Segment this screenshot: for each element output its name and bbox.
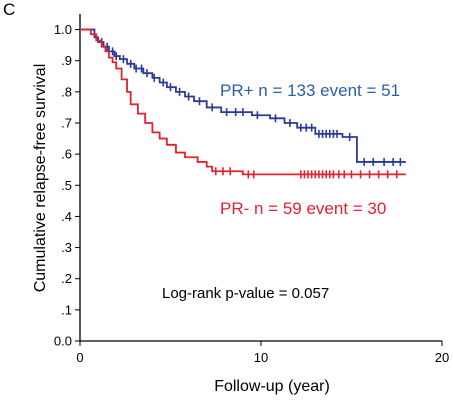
panel-label: C xyxy=(3,0,15,19)
y-tick-label: .7 xyxy=(61,116,72,131)
annotation-pr-positive: PR+ n = 133 event = 51 xyxy=(220,81,400,100)
x-tick-label: 20 xyxy=(435,350,449,365)
y-tick-label: .2 xyxy=(61,271,72,286)
y-tick-label: .6 xyxy=(61,147,72,162)
annotation-pr-negative: PR- n = 59 event = 30 xyxy=(220,199,386,218)
y-tick-label: .9 xyxy=(61,53,72,68)
y-tick-label: .4 xyxy=(61,209,72,224)
y-axis-ticks: 0.0 .1 .2 .3 .4 .5 .6 .7 .8 .9 1.0 xyxy=(54,22,80,349)
y-tick-label: .3 xyxy=(61,240,72,255)
y-tick-label: .8 xyxy=(61,84,72,99)
y-tick-label: 0.0 xyxy=(54,334,72,349)
annotation-p-value: Log-rank p-value = 0.057 xyxy=(162,285,329,302)
y-tick-label: .1 xyxy=(61,302,72,317)
series-line-pr-positive xyxy=(80,28,406,163)
series-line-pr-negative xyxy=(80,28,406,176)
y-tick-label: 1.0 xyxy=(54,22,72,37)
x-axis-label: Follow-up (year) xyxy=(214,378,330,395)
x-tick-label: 0 xyxy=(76,350,83,365)
y-axis-label: Cumulative relapse-free survival xyxy=(32,64,49,293)
x-axis-ticks: 0 10 20 xyxy=(76,341,449,365)
y-tick-label: .5 xyxy=(61,178,72,193)
series-layer xyxy=(80,28,406,179)
x-tick-label: 10 xyxy=(254,350,268,365)
